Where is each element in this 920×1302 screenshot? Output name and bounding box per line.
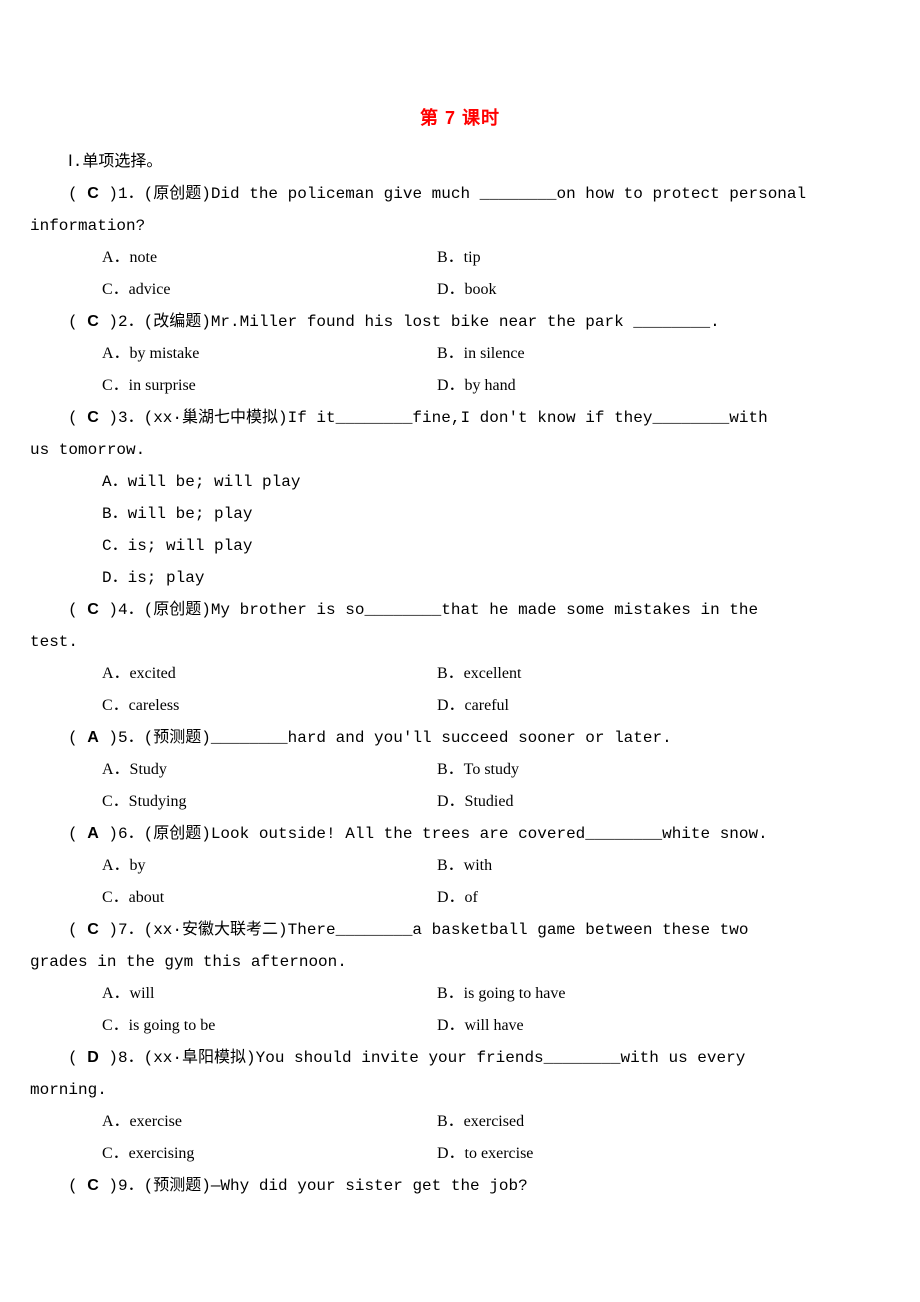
option-b: B．is going to have bbox=[437, 978, 890, 1010]
question-stem: ( C )3．(xx·巢湖七中模拟)If it________fine,I do… bbox=[30, 402, 890, 434]
section-header: Ⅰ.单项选择。 bbox=[30, 146, 890, 178]
answer-letter: C bbox=[87, 409, 99, 426]
document-page: 第 7 课时 Ⅰ.单项选择。 ( C )1．(原创题)Did the polic… bbox=[0, 0, 920, 1242]
question-stem-cont: grades in the gym this afternoon. bbox=[30, 946, 890, 978]
option-a: A．by mistake bbox=[102, 338, 437, 370]
option-c: C．exercising bbox=[102, 1138, 437, 1170]
q-text: ________hard and you'll succeed sooner o… bbox=[211, 729, 672, 747]
option-row: C．aboutD．of bbox=[30, 882, 890, 914]
option-row: C．exercisingD．to exercise bbox=[30, 1138, 890, 1170]
option-a: A．excited bbox=[102, 658, 437, 690]
option-d: D．book bbox=[437, 274, 890, 306]
option-d: D．is; play bbox=[30, 562, 890, 594]
question-stem: ( C )7．(xx·安徽大联考二)There________a basketb… bbox=[30, 914, 890, 946]
q-num: 4 bbox=[118, 601, 128, 619]
option-a: A．will be; will play bbox=[30, 466, 890, 498]
option-b: B．in silence bbox=[437, 338, 890, 370]
option-b: B．exercised bbox=[437, 1106, 890, 1138]
option-c: C．about bbox=[102, 882, 437, 914]
q-tag: (预测题) bbox=[144, 729, 211, 747]
q-tag: (xx·阜阳模拟) bbox=[144, 1049, 256, 1067]
answer-letter: C bbox=[87, 185, 99, 202]
option-row: C．StudyingD．Studied bbox=[30, 786, 890, 818]
page-title: 第 7 课时 bbox=[30, 100, 890, 136]
q-num: 1 bbox=[118, 185, 128, 203]
question-stem-cont: us tomorrow. bbox=[30, 434, 890, 466]
q-num: 5 bbox=[118, 729, 128, 747]
option-row: A．StudyB．To study bbox=[30, 754, 890, 786]
option-c: C．advice bbox=[102, 274, 437, 306]
q-tag: (原创题) bbox=[144, 825, 211, 843]
option-c: C．careless bbox=[102, 690, 437, 722]
q-tag: (原创题) bbox=[144, 601, 211, 619]
option-b: B．excellent bbox=[437, 658, 890, 690]
q-text: There________a basketball game between t… bbox=[288, 921, 749, 939]
option-d: D．to exercise bbox=[437, 1138, 890, 1170]
option-a: A．note bbox=[102, 242, 437, 274]
q-text: Mr.Miller found his lost bike near the p… bbox=[211, 313, 720, 331]
q-text: Did the policeman give much ________on h… bbox=[211, 185, 806, 203]
option-a: A．exercise bbox=[102, 1106, 437, 1138]
option-d: D．by hand bbox=[437, 370, 890, 402]
question-stem: ( C )2．(改编题)Mr.Miller found his lost bik… bbox=[30, 306, 890, 338]
option-c: C．in surprise bbox=[102, 370, 437, 402]
q-text: My brother is so________that he made som… bbox=[211, 601, 758, 619]
option-b: B．will be; play bbox=[30, 498, 890, 530]
option-d: D．Studied bbox=[437, 786, 890, 818]
q-num: 6 bbox=[118, 825, 128, 843]
answer-letter: C bbox=[87, 1177, 99, 1194]
option-a: A．Study bbox=[102, 754, 437, 786]
question-stem: ( C )9．(预测题)—Why did your sister get the… bbox=[30, 1170, 890, 1202]
option-row: A．excitedB．excellent bbox=[30, 658, 890, 690]
option-row: C．carelessD．careful bbox=[30, 690, 890, 722]
q-text: If it________fine,I don't know if they__… bbox=[288, 409, 768, 427]
answer-letter: D bbox=[87, 1049, 99, 1066]
q-tag: (xx·巢湖七中模拟) bbox=[144, 409, 288, 427]
option-c: C．Studying bbox=[102, 786, 437, 818]
q-text: Look outside! All the trees are covered_… bbox=[211, 825, 768, 843]
option-row: C．adviceD．book bbox=[30, 274, 890, 306]
option-d: D．will have bbox=[437, 1010, 890, 1042]
q-num: 7 bbox=[118, 921, 128, 939]
q-num: 8 bbox=[118, 1049, 128, 1067]
answer-letter: A bbox=[87, 729, 99, 746]
q-text: —Why did your sister get the job? bbox=[211, 1177, 528, 1195]
option-d: D．careful bbox=[437, 690, 890, 722]
q-tag: (xx·安徽大联考二) bbox=[144, 921, 288, 939]
option-b: B．To study bbox=[437, 754, 890, 786]
q-tag: (原创题) bbox=[144, 185, 211, 203]
answer-letter: A bbox=[87, 825, 99, 842]
q-text: You should invite your friends________wi… bbox=[256, 1049, 746, 1067]
question-stem: ( D )8．(xx·阜阳模拟)You should invite your f… bbox=[30, 1042, 890, 1074]
option-d: D．of bbox=[437, 882, 890, 914]
option-row: A．byB．with bbox=[30, 850, 890, 882]
option-c: C．is going to be bbox=[102, 1010, 437, 1042]
option-row: A．noteB．tip bbox=[30, 242, 890, 274]
option-row: C．in surpriseD．by hand bbox=[30, 370, 890, 402]
question-stem-cont: test. bbox=[30, 626, 890, 658]
option-row: A．willB．is going to have bbox=[30, 978, 890, 1010]
q-num: 9 bbox=[118, 1177, 128, 1195]
q-num: 3 bbox=[118, 409, 128, 427]
option-a: A．by bbox=[102, 850, 437, 882]
question-stem: ( C )4．(原创题)My brother is so________that… bbox=[30, 594, 890, 626]
option-row: A．by mistakeB．in silence bbox=[30, 338, 890, 370]
question-stem: ( A )5．(预测题)________hard and you'll succ… bbox=[30, 722, 890, 754]
question-stem: ( C )1．(原创题)Did the policeman give much … bbox=[30, 178, 890, 210]
answer-letter: C bbox=[87, 313, 99, 330]
q-num: 2 bbox=[118, 313, 128, 331]
option-b: B．tip bbox=[437, 242, 890, 274]
answer-letter: C bbox=[87, 921, 99, 938]
answer-letter: C bbox=[87, 601, 99, 618]
q-tag: (改编题) bbox=[144, 313, 211, 331]
question-stem-cont: information? bbox=[30, 210, 890, 242]
q-tag: (预测题) bbox=[144, 1177, 211, 1195]
option-row: C．is going to beD．will have bbox=[30, 1010, 890, 1042]
question-stem: ( A )6．(原创题)Look outside! All the trees … bbox=[30, 818, 890, 850]
option-a: A．will bbox=[102, 978, 437, 1010]
option-c: C．is; will play bbox=[30, 530, 890, 562]
option-row: A．exerciseB．exercised bbox=[30, 1106, 890, 1138]
question-stem-cont: morning. bbox=[30, 1074, 890, 1106]
option-b: B．with bbox=[437, 850, 890, 882]
